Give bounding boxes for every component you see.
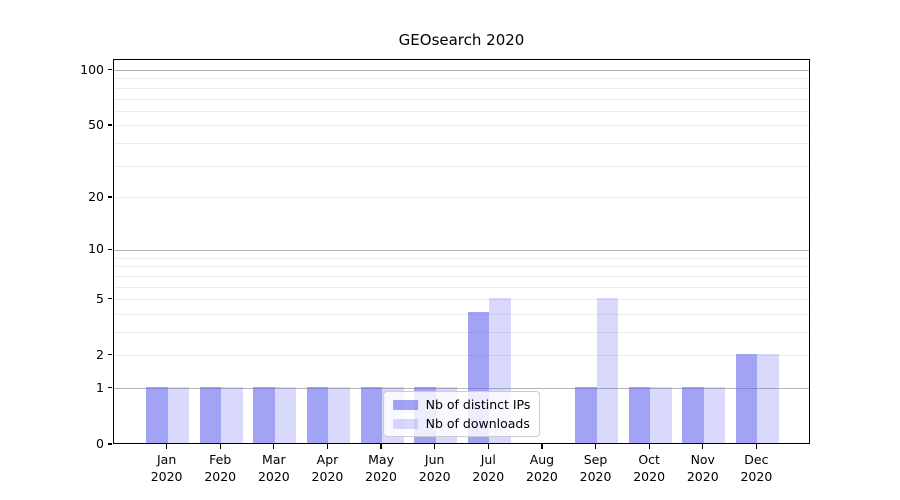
bar-nb-of-distinct-ips-oct-2020 (628, 386, 651, 443)
bar-nb-of-downloads-nov-2020 (703, 386, 726, 443)
x-tick-label-may-2020: May 2020 (365, 452, 397, 484)
y-tick-2 (108, 354, 112, 356)
bar-nb-of-downloads-dec-2020 (757, 353, 779, 443)
bar-nb-of-distinct-ips-nov-2020 (682, 386, 704, 443)
y-tick-20 (108, 196, 112, 198)
bar-nb-of-downloads-sep-2020 (596, 297, 618, 443)
bar-nb-of-downloads-feb-2020 (221, 386, 243, 443)
legend-item-distinct-ips: Nb of distinct IPs (392, 397, 531, 412)
chart-title: GEOsearch 2020 (398, 31, 525, 49)
x-tick-sep-2020 (594, 444, 597, 449)
x-tick-label-apr-2020: Apr 2020 (311, 452, 344, 484)
plot-area: Nb of distinct IPs Nb of downloads (113, 59, 810, 444)
gridline-minor-90 (114, 78, 809, 80)
bar-nb-of-downloads-jan-2020 (167, 386, 190, 443)
bar-nb-of-distinct-ips-feb-2020 (199, 386, 222, 443)
x-tick-jun-2020 (434, 444, 436, 449)
gridline-minor-60 (114, 110, 809, 112)
y-tick-50 (108, 124, 112, 126)
x-tick-label-jun-2020: Jun 2020 (418, 452, 451, 484)
gridline-minor-70 (114, 98, 809, 100)
y-tick-label-0: 0 (96, 436, 104, 451)
y-tick-label-50: 50 (88, 116, 104, 132)
legend-label-distinct-ips: Nb of distinct IPs (425, 397, 531, 412)
x-tick-nov-2020 (702, 444, 704, 449)
x-tick-label-nov-2020: Nov 2020 (686, 452, 719, 484)
gridline-minor-20 (114, 197, 809, 199)
x-tick-aug-2020 (541, 444, 543, 449)
gridline-minor-40 (114, 143, 809, 145)
x-tick-may-2020 (380, 444, 382, 449)
x-tick-label-feb-2020: Feb 2020 (204, 452, 237, 484)
bar-nb-of-distinct-ips-may-2020 (360, 386, 383, 443)
gridline-minor-50 (114, 125, 809, 127)
gridline-major-1 (114, 388, 809, 390)
legend-label-downloads: Nb of downloads (425, 416, 530, 431)
x-tick-dec-2020 (755, 444, 757, 449)
gridline-minor-6 (114, 286, 809, 288)
y-tick-100 (108, 68, 112, 71)
y-tick-1 (108, 387, 112, 389)
legend: Nb of distinct IPs Nb of downloads (382, 391, 541, 437)
gridline-minor-30 (114, 165, 809, 167)
x-tick-oct-2020 (648, 444, 650, 449)
legend-swatch-distinct-ips (392, 399, 418, 410)
x-tick-mar-2020 (273, 444, 275, 449)
x-tick-label-oct-2020: Oct 2020 (633, 452, 666, 484)
x-tick-label-jul-2020: Jul 2020 (472, 452, 505, 484)
bar-nb-of-downloads-oct-2020 (650, 386, 672, 443)
gridline-minor-2 (114, 355, 809, 357)
gridline-major-10 (114, 249, 809, 251)
gridline-major-100 (114, 69, 809, 71)
x-tick-jul-2020 (487, 444, 489, 449)
y-tick-0 (108, 443, 112, 445)
x-tick-feb-2020 (219, 444, 221, 449)
y-tick-label-20: 20 (88, 188, 104, 204)
gridline-minor-3 (114, 332, 809, 334)
gridline-minor-9 (114, 257, 809, 259)
bar-nb-of-downloads-mar-2020 (274, 386, 297, 443)
x-tick-label-jan-2020: Jan 2020 (150, 452, 183, 484)
y-tick-label-100: 100 (80, 61, 104, 77)
x-tick-jan-2020 (166, 444, 168, 449)
gridline-minor-8 (114, 266, 809, 268)
legend-swatch-downloads (392, 418, 418, 429)
bar-nb-of-distinct-ips-sep-2020 (575, 386, 597, 443)
y-tick-label-10: 10 (88, 241, 104, 257)
x-tick-label-mar-2020: Mar 2020 (257, 452, 290, 484)
gridline-minor-80 (114, 87, 809, 89)
x-tick-apr-2020 (326, 444, 329, 449)
x-tick-label-dec-2020: Dec 2020 (740, 452, 773, 484)
legend-item-downloads: Nb of downloads (392, 416, 531, 431)
gridline-minor-5 (114, 299, 809, 301)
y-tick-5 (108, 298, 112, 300)
bar-nb-of-distinct-ips-jan-2020 (146, 386, 168, 443)
bar-nb-of-downloads-apr-2020 (328, 386, 350, 443)
y-tick-10 (108, 248, 112, 251)
bar-nb-of-distinct-ips-mar-2020 (253, 386, 275, 443)
x-tick-label-sep-2020: Sep 2020 (579, 452, 612, 484)
x-tick-label-aug-2020: Aug 2020 (526, 452, 558, 484)
gridline-minor-7 (114, 275, 809, 277)
y-tick-label-1: 1 (96, 379, 104, 395)
gridline-minor-4 (114, 313, 809, 315)
bar-nb-of-distinct-ips-apr-2020 (307, 386, 329, 443)
y-tick-label-5: 5 (96, 290, 104, 306)
y-tick-label-2: 2 (96, 346, 104, 362)
bar-nb-of-distinct-ips-dec-2020 (735, 353, 758, 443)
